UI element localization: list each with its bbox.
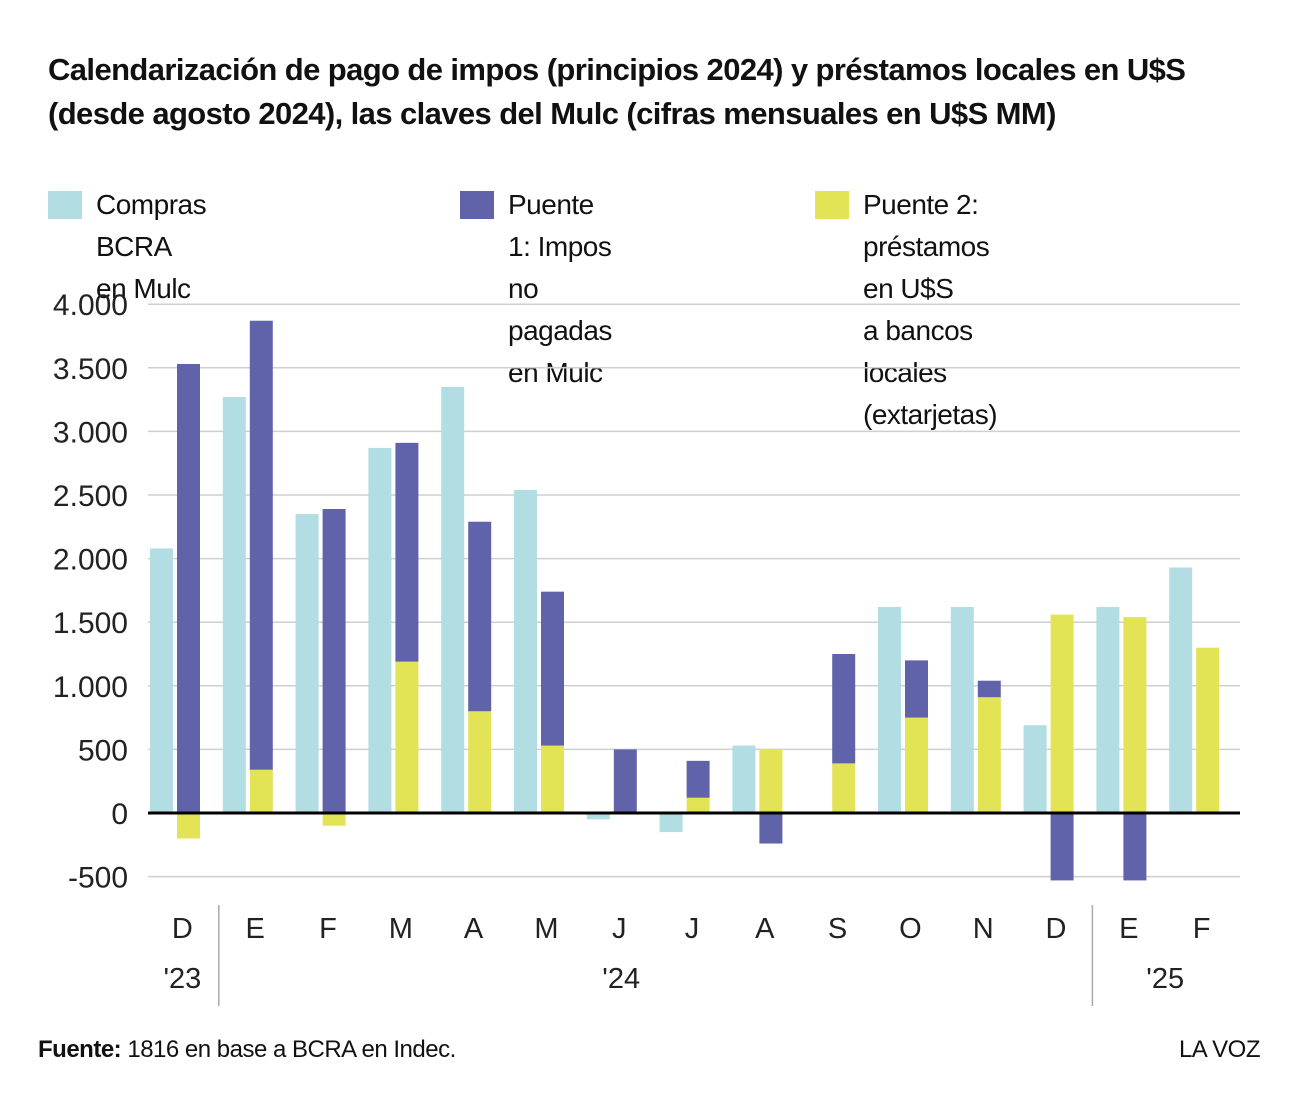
bar-puente1 (1123, 813, 1147, 881)
bar-puente1 (613, 749, 637, 813)
legend-swatch-puente2 (815, 191, 849, 219)
bar-compras (514, 489, 537, 813)
bar-compras (878, 606, 901, 813)
bar-puente1 (177, 363, 200, 813)
legend-swatch-compras (48, 191, 82, 219)
bar-puente2 (322, 813, 346, 826)
bar-compras (150, 548, 173, 813)
bar-puente1 (395, 442, 419, 662)
y-tick-label: 4.000 (53, 289, 128, 322)
x-tick-label: J (685, 913, 700, 945)
legend-label-puente1: Puente 1: Impos no pagadas en Mulc (508, 189, 612, 388)
bar-compras (732, 745, 756, 813)
bar-puente2 (759, 749, 783, 813)
bar-puente2 (686, 797, 710, 813)
x-tick-label: S (828, 913, 847, 945)
brand-label: LA VOZ (1178, 1036, 1261, 1063)
year-label: '24 (602, 963, 640, 995)
bar-puente2 (832, 763, 856, 813)
bar-compras (1096, 606, 1120, 813)
legend-swatch-puente1 (460, 191, 494, 219)
bar-puente2 (977, 697, 1001, 813)
x-tick-label: E (1119, 913, 1138, 945)
bar-compras (295, 514, 319, 813)
x-tick-label: D (172, 913, 193, 945)
year-label: '23 (164, 963, 202, 995)
y-tick-label: 1.500 (53, 607, 128, 640)
bar-puente2 (1196, 647, 1220, 813)
bar-puente1 (905, 660, 928, 718)
source-text: 1816 en base a BCRA en Indec. (121, 1036, 456, 1063)
bar-puente1 (832, 654, 856, 764)
source-label: Fuente: (38, 1036, 122, 1063)
year-label: '25 (1146, 963, 1184, 995)
bar-puente1 (1050, 813, 1074, 881)
y-tick-label: 500 (78, 734, 128, 767)
bar-puente1 (759, 813, 783, 844)
legend-label-compras: Compras BCRA en Mulc (96, 189, 207, 304)
x-tick-label: A (755, 913, 775, 945)
bar-puente2 (249, 769, 273, 813)
bar-compras (441, 386, 465, 813)
bar-puente1 (468, 521, 492, 712)
chart-title: Calendarización de pago de impos (princi… (48, 52, 1186, 131)
bar-puente1 (322, 508, 346, 813)
x-tick-label: O (899, 913, 922, 945)
y-tick-label: 2.000 (53, 544, 128, 577)
bar-puente2 (395, 661, 419, 813)
bar-puente1 (249, 320, 273, 770)
bar-compras (950, 606, 974, 813)
bar-puente2 (1050, 614, 1074, 813)
bar-puente2 (468, 711, 492, 813)
x-tick-label: F (319, 913, 337, 945)
x-tick-label: E (246, 913, 265, 945)
y-tick-label: 3.500 (53, 353, 128, 386)
bar-puente2 (1123, 617, 1147, 813)
bar-puente1 (977, 680, 1001, 698)
x-tick-label: N (973, 913, 994, 945)
y-tick-label: 1.000 (53, 671, 128, 704)
bar-compras (222, 397, 246, 813)
x-tick-label: F (1193, 913, 1211, 945)
y-tick-label: 0 (111, 798, 128, 831)
x-tick-label: M (534, 913, 558, 945)
legend-label-puente2: Puente 2: préstamos en U$S a bancos loca… (863, 189, 998, 430)
y-tick-label: 2.500 (53, 480, 128, 513)
bar-compras (586, 813, 610, 820)
y-tick-label: -500 (68, 862, 128, 895)
x-tick-label: M (389, 913, 413, 945)
bar-puente1 (686, 760, 710, 798)
bar-puente2 (541, 745, 564, 813)
bar-compras (1023, 725, 1047, 813)
x-tick-label: J (612, 913, 627, 945)
bar-compras (1169, 567, 1193, 813)
bar-puente2 (905, 717, 928, 813)
y-tick-label: 3.000 (53, 416, 128, 449)
bar-puente1 (541, 591, 564, 746)
bar-compras (368, 447, 392, 813)
x-tick-label: A (464, 913, 484, 945)
bar-puente2 (177, 813, 200, 839)
x-tick-label: D (1046, 913, 1067, 945)
footer-source: Fuente: 1816 en base a BCRA en Indec. (38, 1036, 456, 1064)
bar-compras (659, 813, 683, 833)
